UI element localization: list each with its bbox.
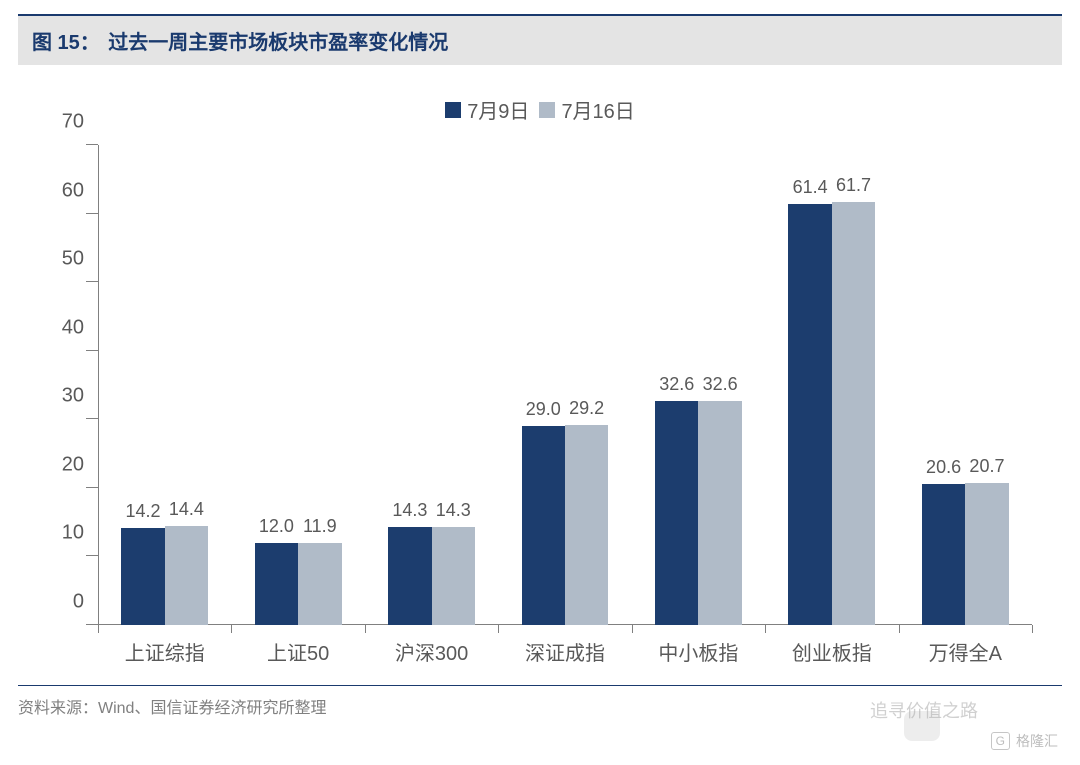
x-tick bbox=[98, 625, 99, 633]
bar: 14.3 bbox=[432, 527, 475, 625]
legend-swatch bbox=[445, 102, 461, 118]
bar-value-label: 20.7 bbox=[969, 456, 1004, 477]
x-category-label: 上证综指 bbox=[125, 637, 205, 666]
bar-value-label: 12.0 bbox=[259, 516, 294, 537]
legend-label: 7月16日 bbox=[561, 95, 634, 124]
x-category-label: 沪深300 bbox=[395, 637, 468, 666]
bar: 32.6 bbox=[698, 401, 741, 625]
x-tick bbox=[632, 625, 633, 633]
bar-value-label: 29.2 bbox=[569, 398, 604, 419]
watermark-text-1: 追寻价值之路 bbox=[870, 697, 978, 723]
y-axis bbox=[98, 145, 99, 625]
bar: 20.6 bbox=[922, 484, 965, 625]
y-tick bbox=[86, 350, 98, 351]
bar: 14.4 bbox=[165, 526, 208, 625]
bar-value-label: 14.3 bbox=[392, 500, 427, 521]
bar-value-label: 29.0 bbox=[526, 399, 561, 420]
y-tick bbox=[86, 555, 98, 556]
bar-value-label: 14.3 bbox=[436, 500, 471, 521]
figure-title-bar: 图 15： 过去一周主要市场板块市盈率变化情况 bbox=[18, 14, 1062, 65]
bar: 32.6 bbox=[655, 401, 698, 625]
bar-value-label: 32.6 bbox=[659, 374, 694, 395]
bar: 29.0 bbox=[522, 426, 565, 625]
watermark: 追寻价值之路 G 格隆汇 bbox=[991, 731, 1058, 751]
bar-value-label: 11.9 bbox=[303, 516, 337, 537]
pe-ratio-bar-chart: 7月9日7月16日 010203040506070上证综指14.214.4上证5… bbox=[18, 65, 1062, 685]
y-tick bbox=[86, 418, 98, 419]
y-tick-label: 50 bbox=[62, 248, 84, 271]
legend-swatch bbox=[539, 102, 555, 118]
y-tick bbox=[86, 624, 98, 625]
bar-value-label: 61.4 bbox=[793, 177, 828, 198]
bar-value-label: 61.7 bbox=[836, 175, 871, 196]
y-tick bbox=[86, 144, 98, 145]
x-tick bbox=[231, 625, 232, 633]
y-tick-label: 20 bbox=[62, 453, 84, 476]
legend-item: 7月9日 bbox=[445, 95, 529, 124]
y-tick-label: 30 bbox=[62, 385, 84, 408]
y-tick bbox=[86, 281, 98, 282]
footer-rule bbox=[18, 685, 1062, 686]
watermark-text-2: 格隆汇 bbox=[1016, 731, 1058, 751]
x-tick bbox=[1032, 625, 1033, 633]
bar: 61.4 bbox=[788, 204, 831, 625]
x-category-label: 创业板指 bbox=[792, 637, 872, 666]
x-category-label: 深证成指 bbox=[525, 637, 605, 666]
bar: 14.2 bbox=[121, 528, 164, 625]
x-tick bbox=[365, 625, 366, 633]
bar: 11.9 bbox=[298, 543, 341, 625]
bar: 29.2 bbox=[565, 425, 608, 625]
y-tick-label: 10 bbox=[62, 522, 84, 545]
legend-label: 7月9日 bbox=[467, 95, 529, 124]
bar: 12.0 bbox=[255, 543, 298, 625]
legend-item: 7月16日 bbox=[539, 95, 634, 124]
bar: 61.7 bbox=[832, 202, 875, 625]
y-tick bbox=[86, 487, 98, 488]
y-tick-label: 60 bbox=[62, 179, 84, 202]
bar-value-label: 14.2 bbox=[125, 501, 160, 522]
bar-value-label: 20.6 bbox=[926, 457, 961, 478]
chart-legend: 7月9日 7月16日 bbox=[18, 65, 1062, 124]
y-tick-label: 70 bbox=[62, 111, 84, 134]
figure-title: 过去一周主要市场板块市盈率变化情况 bbox=[108, 32, 448, 54]
figure-number: 图 15： bbox=[32, 32, 100, 54]
watermark-logo-icon: G bbox=[991, 732, 1010, 750]
y-tick-label: 40 bbox=[62, 316, 84, 339]
y-tick-label: 0 bbox=[73, 591, 84, 614]
bar-value-label: 32.6 bbox=[703, 374, 738, 395]
x-tick bbox=[899, 625, 900, 633]
x-category-label: 中小板指 bbox=[658, 637, 738, 666]
x-tick bbox=[765, 625, 766, 633]
y-tick bbox=[86, 213, 98, 214]
bar: 14.3 bbox=[388, 527, 431, 625]
bar-value-label: 14.4 bbox=[169, 499, 204, 520]
bar: 20.7 bbox=[965, 483, 1008, 625]
plot-area: 010203040506070上证综指14.214.4上证5012.011.9沪… bbox=[98, 145, 1032, 625]
x-tick bbox=[498, 625, 499, 633]
x-category-label: 上证50 bbox=[267, 637, 329, 666]
x-category-label: 万得全A bbox=[929, 637, 1002, 666]
